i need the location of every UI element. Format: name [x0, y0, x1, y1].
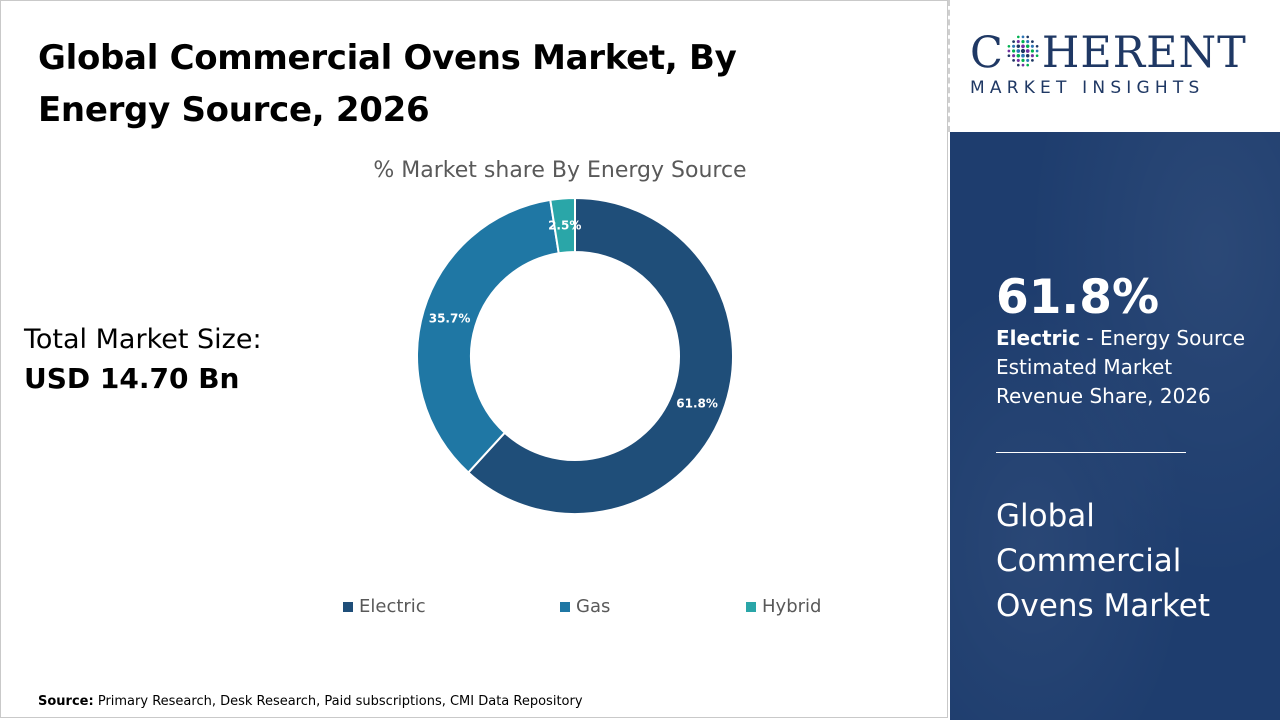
page-title: Global Commercial Ovens Market, By Energ… — [38, 38, 737, 130]
highlight-description: Electric - Energy Source Estimated Marke… — [996, 324, 1256, 411]
legend-item-hybrid: Hybrid — [746, 596, 821, 617]
logo-wordmark: C HERENT — [970, 28, 1247, 78]
legend-item-gas: Gas — [560, 596, 610, 617]
legend-item-electric: Electric — [343, 596, 426, 617]
chart-title: % Market share By Energy Source — [373, 158, 747, 183]
total-market-label: Total Market Size: — [24, 324, 262, 355]
donut-chart: 61.8% 35.7% 2.5% — [416, 196, 734, 515]
total-market-value: USD 14.70 Bn — [24, 362, 240, 395]
source-text: Primary Research, Desk Research, Paid su… — [97, 694, 583, 709]
main-panel — [0, 0, 948, 718]
legend-swatch-hybrid — [746, 601, 756, 612]
legend-label-electric: Electric — [359, 596, 426, 617]
highlight-percentage: 61.8% — [996, 270, 1160, 325]
donut-slice-hybrid — [549, 196, 576, 255]
logo-letters-rest: HERENT — [1041, 28, 1247, 78]
legend-label-hybrid: Hybrid — [762, 596, 822, 617]
source-note: Source: Primary Research, Desk Research,… — [38, 694, 583, 709]
brand-logo: C HERENT MARKET INSIGHTS — [950, 0, 1280, 132]
highlight-panel: 61.8% Electric - Energy Source Estimated… — [950, 132, 1280, 720]
panel-divider — [948, 0, 950, 132]
donut-slice-gas — [416, 198, 560, 474]
source-label: Source: — [38, 694, 94, 709]
chart-legend: Electric Gas Hybrid — [0, 596, 948, 620]
highlight-segment: Electric — [996, 326, 1081, 350]
highlight-market-name: Global Commercial Ovens Market — [996, 498, 1211, 624]
donut-slice-electric — [466, 196, 734, 515]
globe-dots-icon — [1007, 35, 1039, 67]
logo-subtitle: MARKET INSIGHTS — [970, 78, 1205, 98]
panel-rule — [996, 452, 1186, 453]
data-label-hybrid: 2.5% — [548, 218, 581, 232]
legend-label-gas: Gas — [576, 596, 611, 617]
legend-swatch-gas — [560, 601, 570, 612]
data-label-electric: 61.8% — [676, 396, 718, 410]
logo-letter-c: C — [970, 28, 1004, 78]
highlight-description-text: - Energy Source Estimated Market Revenue… — [996, 326, 1246, 408]
legend-swatch-electric — [343, 601, 353, 612]
data-label-gas: 35.7% — [429, 311, 471, 325]
